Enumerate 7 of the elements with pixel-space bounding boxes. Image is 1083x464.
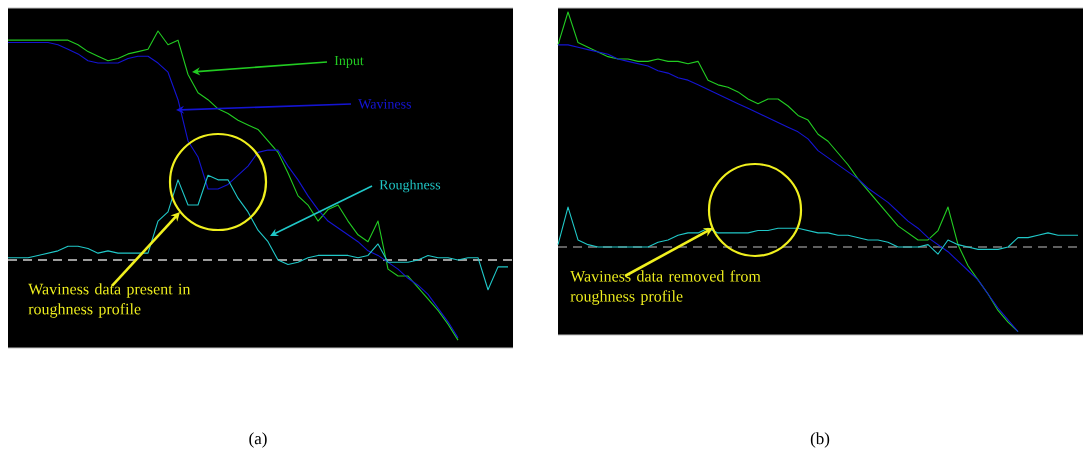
text: Waviness [358,99,412,109]
text: Roughness [379,179,441,193]
x-axis-title: (a) [249,432,267,448]
text: Input [334,55,364,69]
x-axis-title: (b) [810,432,830,448]
annotation: Waviness data removed from roughness profile [570,270,761,305]
annotation: Waviness data present in roughness profile [28,283,191,318]
